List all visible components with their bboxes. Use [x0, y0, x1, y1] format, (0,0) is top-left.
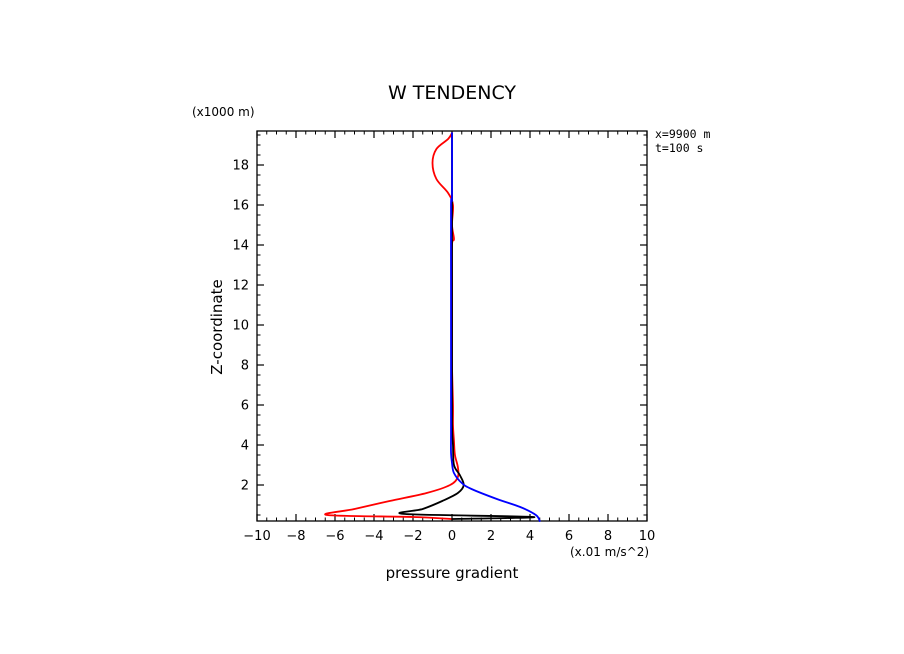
y-tick-label: 4 [241, 439, 249, 454]
x-tick-label: 6 [565, 529, 573, 544]
x-tick-label: 10 [639, 529, 656, 544]
x-tick-label: 4 [526, 529, 534, 544]
series-line-black [398, 132, 535, 520]
x-tick-label: 8 [604, 529, 612, 544]
series-line-red [324, 132, 460, 520]
x-tick-label: −4 [364, 529, 383, 544]
x-axis-units: (x.01 m/s^2) [570, 545, 649, 559]
y-tick-label: 2 [241, 479, 249, 494]
x-tick-label: 2 [487, 529, 495, 544]
chart-title: W TENDENCY [388, 82, 516, 104]
x-tick-label: −2 [403, 529, 422, 544]
y-tick-label: 16 [232, 199, 249, 214]
y-tick-label: 12 [232, 279, 249, 294]
annotation-time: t=100 s [655, 141, 703, 155]
x-axis-label: pressure gradient [386, 564, 519, 582]
y-axis-units: (x1000 m) [192, 105, 255, 119]
y-tick-label: 8 [241, 359, 249, 374]
y-tick-label: 10 [232, 319, 249, 334]
y-axis-label: Z-coordinate [208, 279, 226, 374]
axis-ticks: −10 −8 −6 −4 −2 0 2 4 6 8 10 2 4 6 8 10 12 14 16 18 [232, 131, 655, 544]
series-line-blue [450, 132, 541, 522]
y-tick-label: 14 [232, 239, 249, 254]
x-tick-label: −6 [325, 529, 344, 544]
y-tick-label: 6 [241, 399, 249, 414]
y-tick-label: 18 [232, 159, 249, 174]
data-series [324, 132, 541, 522]
x-tick-label: −8 [286, 529, 305, 544]
x-tick-label: −10 [243, 529, 270, 544]
x-tick-label: 0 [448, 529, 456, 544]
annotation-position: x=9900 m [655, 127, 710, 141]
